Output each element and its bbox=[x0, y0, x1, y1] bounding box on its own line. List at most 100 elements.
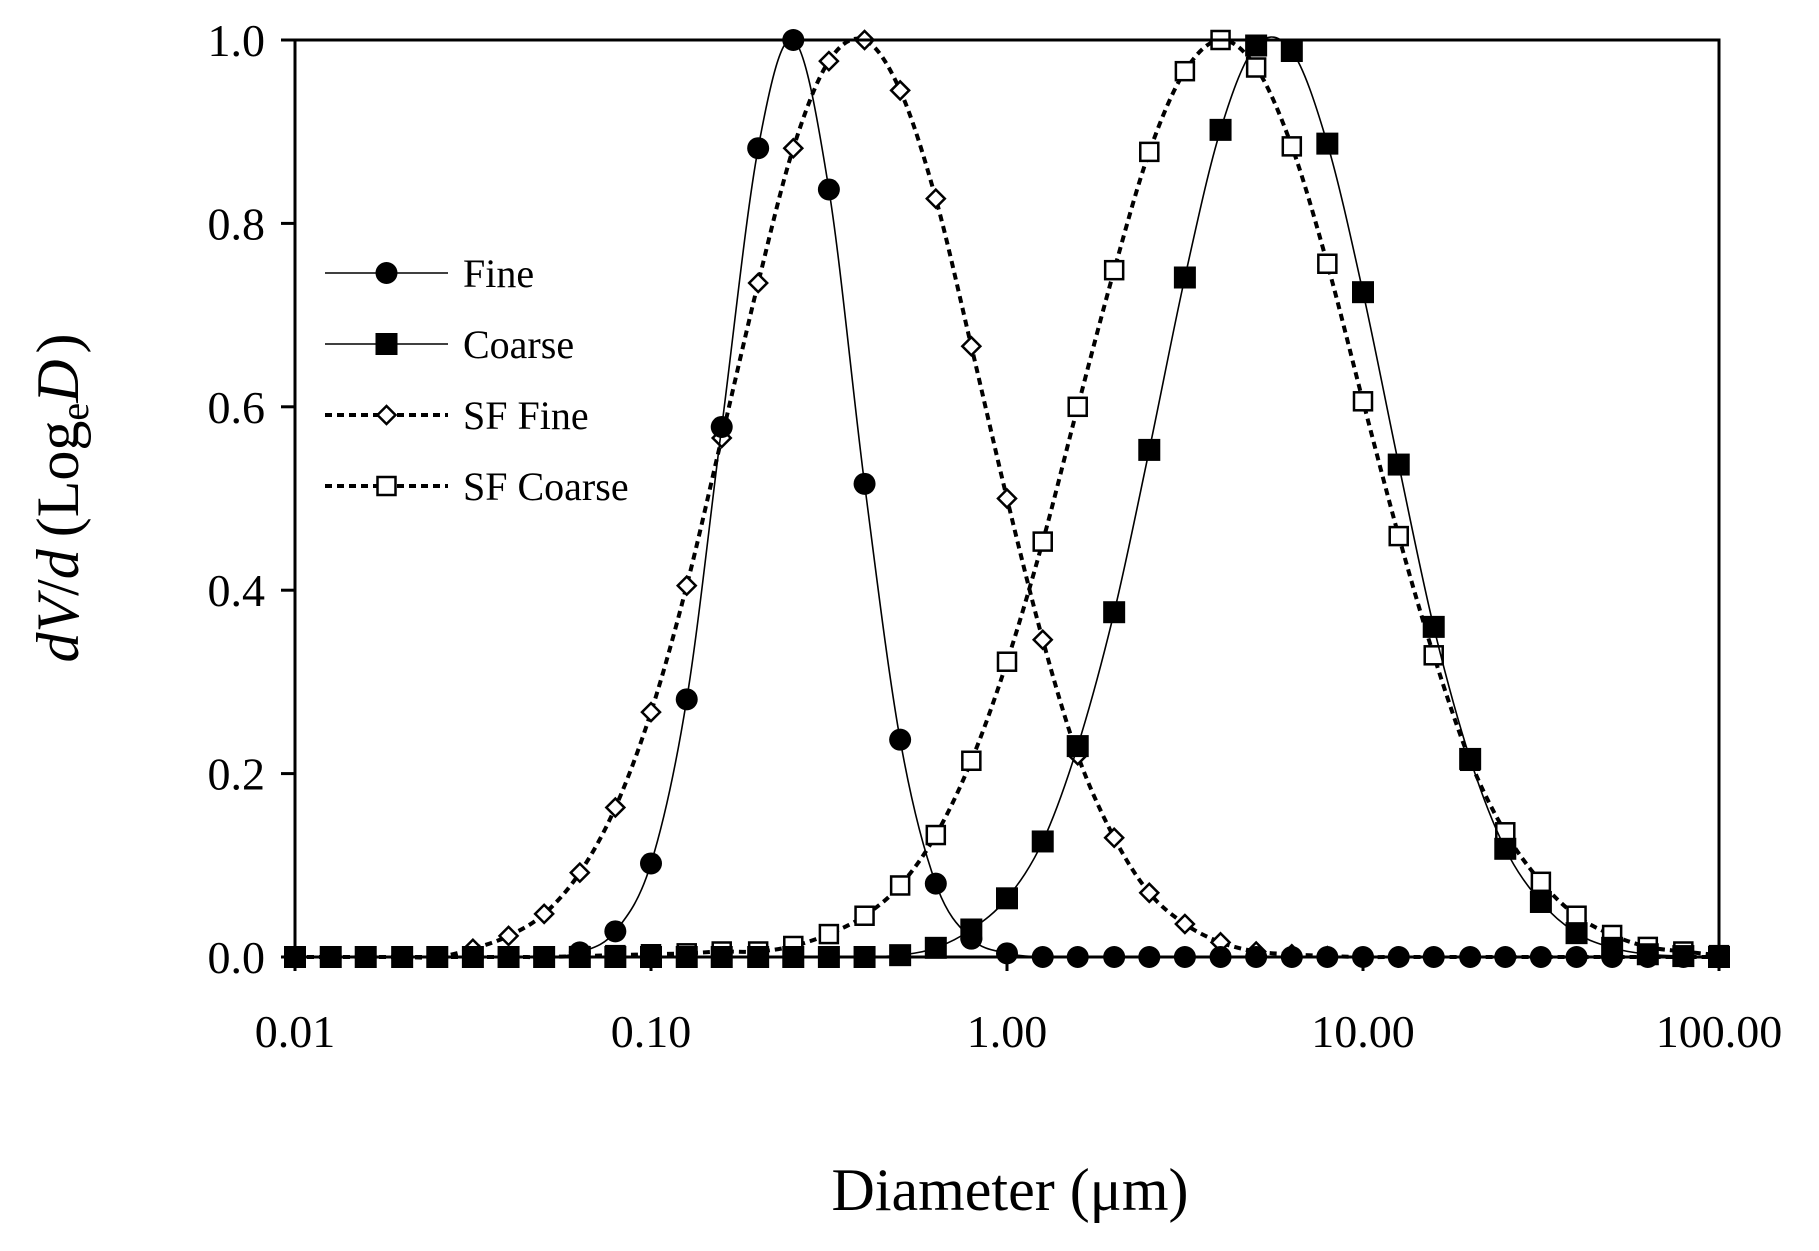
data-point-fine bbox=[604, 920, 627, 943]
data-point-sf-coarse bbox=[1388, 525, 1409, 547]
data-point-sf-fine bbox=[604, 796, 627, 819]
data-point-coarse bbox=[1316, 132, 1339, 155]
data-point-sf-coarse bbox=[1423, 645, 1444, 666]
data-point-coarse bbox=[1245, 34, 1268, 57]
y-axis-title-close-paren: ) bbox=[25, 333, 91, 353]
y-axis-title-dv: dV bbox=[25, 590, 91, 663]
data-point-sf-coarse bbox=[961, 750, 982, 772]
data-point-coarse bbox=[1103, 601, 1126, 624]
y-axis-title: dV/d (LogeD) bbox=[25, 333, 97, 662]
data-point-coarse bbox=[996, 887, 1018, 910]
data-point-sf-coarse bbox=[1174, 60, 1196, 82]
data-point-sf-coarse bbox=[1103, 259, 1125, 281]
legend-item-sf-coarse: SF Coarse bbox=[325, 464, 629, 509]
data-point-sf-coarse bbox=[996, 651, 1018, 672]
y-axis-title-d: d bbox=[25, 548, 91, 579]
data-point-sf-coarse bbox=[1352, 391, 1374, 412]
data-point-coarse bbox=[1031, 830, 1054, 853]
data-point-sf-coarse bbox=[1032, 531, 1053, 552]
data-point-sf-coarse bbox=[1530, 871, 1552, 893]
data-point-coarse bbox=[889, 944, 912, 967]
data-point-sf-coarse bbox=[1067, 396, 1088, 418]
data-point-sf-fine bbox=[889, 79, 911, 102]
x-axis-title: Diameter (μm) bbox=[831, 1157, 1188, 1223]
y-axis-title-open-paren: ( bbox=[25, 517, 91, 537]
legend-label-sf-coarse: SF Coarse bbox=[463, 464, 629, 509]
data-point-sf-fine bbox=[569, 861, 591, 884]
data-point-coarse bbox=[1209, 118, 1232, 141]
data-point-fine bbox=[640, 852, 662, 875]
legend-item-sf-fine: SF Fine bbox=[325, 393, 589, 438]
legend-marker-sf-fine bbox=[375, 404, 398, 426]
x-tick-label: 1.00 bbox=[967, 1006, 1048, 1057]
data-point-sf-fine bbox=[782, 137, 805, 159]
x-tick-label: 10.00 bbox=[1311, 1006, 1415, 1057]
legend-marker-coarse bbox=[375, 333, 398, 355]
data-point-sf-coarse bbox=[889, 875, 911, 896]
data-point-coarse bbox=[1280, 40, 1303, 63]
data-point-sf-fine bbox=[675, 574, 698, 597]
data-point-fine bbox=[889, 728, 912, 751]
data-point-coarse bbox=[1565, 922, 1588, 945]
y-axis-title-subscript: e bbox=[52, 403, 97, 421]
data-point-sf-coarse bbox=[925, 824, 947, 846]
data-point-sf-coarse bbox=[1281, 136, 1303, 157]
data-point-coarse bbox=[924, 936, 947, 959]
legend-item-coarse: Coarse bbox=[325, 322, 574, 367]
data-point-sf-coarse bbox=[854, 905, 875, 926]
data-point-sf-fine bbox=[996, 487, 1018, 510]
data-point-coarse bbox=[1066, 735, 1089, 758]
x-tick-label: 0.01 bbox=[255, 1006, 336, 1057]
legend: Fine Coarse SF Fine SF Coarse bbox=[325, 251, 629, 509]
data-point-sf-coarse bbox=[1566, 905, 1587, 926]
data-point-sf-coarse bbox=[818, 923, 840, 945]
data-point-sf-coarse bbox=[1139, 141, 1160, 163]
data-point-fine bbox=[817, 178, 840, 201]
data-point-coarse bbox=[1459, 747, 1482, 770]
series-line-sf-coarse bbox=[294, 38, 1720, 960]
legend-label-coarse: Coarse bbox=[463, 322, 574, 367]
data-point-fine bbox=[853, 472, 876, 495]
data-point-sf-fine bbox=[533, 903, 555, 925]
data-point-sf-coarse bbox=[1245, 57, 1267, 78]
data-point-fine bbox=[747, 137, 770, 160]
data-point-sf-fine bbox=[960, 335, 983, 358]
data-point-coarse bbox=[1387, 453, 1410, 476]
data-point-sf-fine bbox=[1174, 913, 1196, 935]
y-tick-label: 0.8 bbox=[208, 198, 266, 249]
data-point-sf-fine bbox=[818, 50, 840, 72]
legend-marker-fine bbox=[375, 262, 398, 284]
y-tick-label: 1.0 bbox=[208, 15, 266, 66]
data-point-sf-fine bbox=[1138, 882, 1161, 904]
legend-label-fine: Fine bbox=[463, 251, 534, 296]
data-point-sf-fine bbox=[1031, 628, 1054, 651]
legend-label-sf-fine: SF Fine bbox=[463, 393, 589, 438]
data-point-coarse bbox=[1494, 837, 1517, 860]
y-axis-title-D: D bbox=[25, 359, 91, 403]
x-tick-label: 0.10 bbox=[611, 1006, 692, 1057]
y-tick-label: 0.6 bbox=[208, 382, 266, 433]
legend-item-fine: Fine bbox=[325, 251, 534, 296]
y-tick-label: 0.4 bbox=[208, 565, 266, 616]
y-tick-label: 0.0 bbox=[208, 932, 266, 983]
data-point-coarse bbox=[1173, 266, 1196, 289]
x-tick-label: 100.00 bbox=[1656, 1006, 1783, 1057]
data-point-coarse bbox=[1529, 890, 1552, 913]
y-axis-title-log: Log bbox=[25, 421, 91, 518]
data-point-sf-fine bbox=[925, 187, 947, 210]
data-point-fine bbox=[710, 415, 733, 438]
legend-marker-sf-coarse bbox=[376, 475, 397, 497]
data-point-fine bbox=[924, 872, 947, 895]
data-point-fine bbox=[675, 688, 698, 711]
data-point-fine bbox=[996, 942, 1018, 965]
data-point-sf-fine bbox=[1103, 827, 1125, 849]
data-point-coarse bbox=[1422, 615, 1445, 638]
data-point-sf-fine bbox=[497, 925, 520, 947]
data-point-fine bbox=[960, 927, 983, 950]
y-axis-title-slash: / bbox=[25, 579, 91, 596]
data-point-sf-fine bbox=[747, 272, 769, 294]
y-tick-label: 0.2 bbox=[208, 749, 266, 800]
data-point-coarse bbox=[1352, 281, 1374, 304]
